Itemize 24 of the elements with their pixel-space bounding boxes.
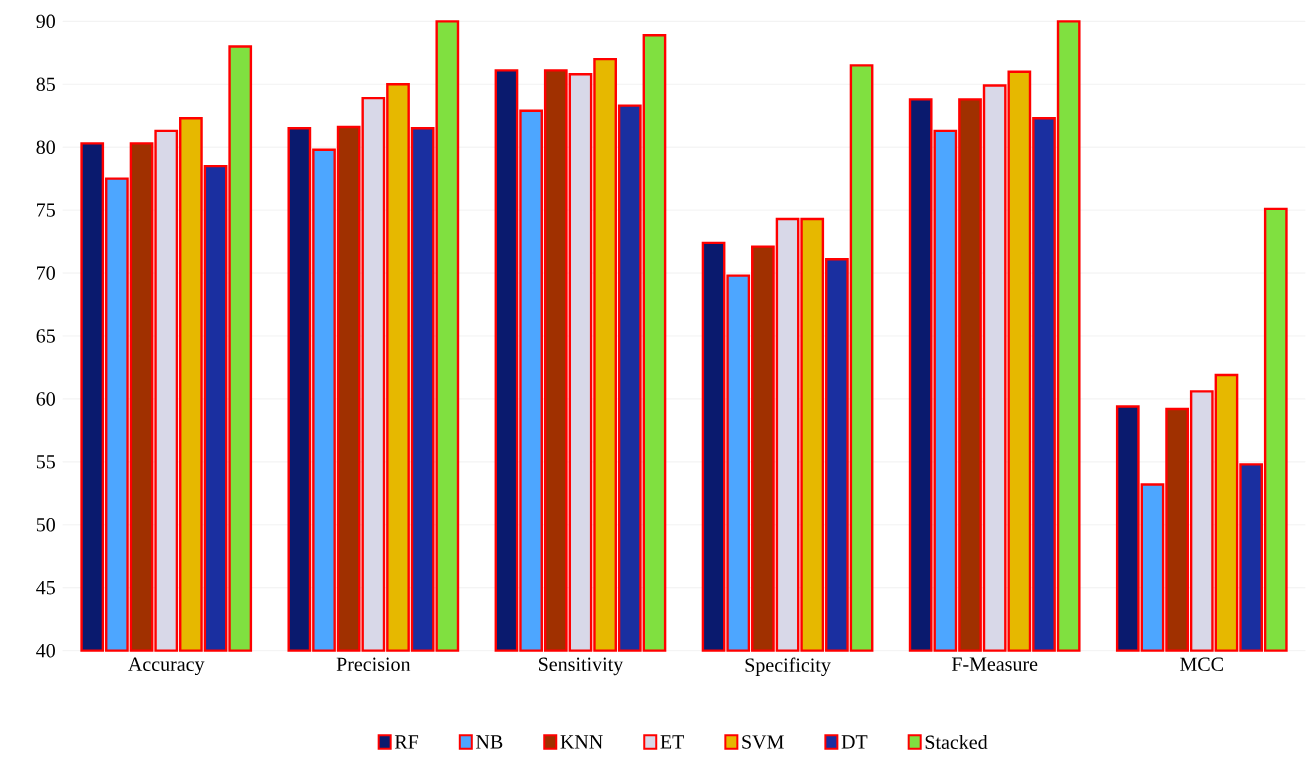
y-tick-label: 70 [37, 266, 55, 280]
y-tick-label: 80 [36, 140, 55, 154]
y-tick-label: 60 [36, 392, 55, 406]
y-tick-label: 85 [36, 77, 55, 91]
x-tick-label: F-Measure [951, 657, 1038, 671]
legend-label: ET [660, 735, 685, 749]
x-tick-label: Sensitivity [539, 657, 624, 675]
x-tick-label: Accuracy [128, 657, 205, 675]
y-tick-label: 75 [37, 203, 55, 217]
x-tick-label: MCC [1180, 657, 1223, 671]
y-tick-label: 55 [36, 455, 55, 469]
legend-label: RF [394, 735, 419, 749]
legend-label: KNN [560, 735, 603, 749]
y-tick-label: 50 [36, 517, 55, 532]
y-tick-label: 65 [36, 329, 55, 343]
x-tick-label: Specificity [745, 657, 831, 676]
legend-label: Stacked [925, 734, 988, 749]
legend-label: DT [841, 735, 868, 749]
y-tick-label: 40 [36, 643, 55, 658]
legend-label: SVM [742, 735, 784, 749]
x-tick-label: Precision [336, 657, 411, 671]
legend-label: NB [476, 735, 503, 749]
y-tick-label: 90 [36, 14, 55, 28]
y-tick-label: 45 [36, 580, 55, 595]
